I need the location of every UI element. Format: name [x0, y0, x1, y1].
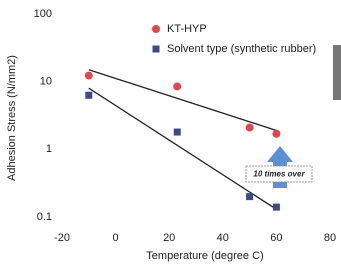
chart: Adhesion Stress (N/mm2) Temperature (deg… [0, 0, 341, 268]
point [173, 82, 181, 90]
x-tick-label: -20 [54, 232, 70, 244]
x-tick-label: 80 [324, 232, 336, 244]
legend-label: KT-HYP [167, 23, 207, 35]
trend-line [89, 88, 277, 209]
point [273, 204, 280, 211]
side-decoration [333, 45, 341, 100]
legend-marker [153, 46, 160, 53]
y-tick-label: 100 [34, 8, 52, 20]
point [85, 72, 93, 80]
x-axis-title: Temperature (degree C) [146, 250, 263, 262]
point [272, 130, 280, 138]
point [174, 129, 181, 136]
x-tick-label: 60 [270, 232, 282, 244]
point [246, 124, 254, 132]
annotation: 10 times over [253, 170, 305, 179]
x-tick-label: 20 [163, 232, 175, 244]
x-tick-label: 40 [217, 232, 229, 244]
trend-line [89, 70, 277, 131]
legend-marker [152, 25, 160, 33]
x-tick-label: 0 [113, 232, 119, 244]
y-tick-label: 10 [40, 76, 52, 88]
y-axis-title: Adhesion Stress (N/mm2) [6, 55, 18, 181]
point [85, 92, 92, 99]
legend-label: Solvent type (synthetic rubber) [167, 43, 316, 55]
y-tick-label: 0.1 [37, 211, 52, 223]
point [246, 193, 253, 200]
y-tick-label: 1 [46, 143, 52, 155]
